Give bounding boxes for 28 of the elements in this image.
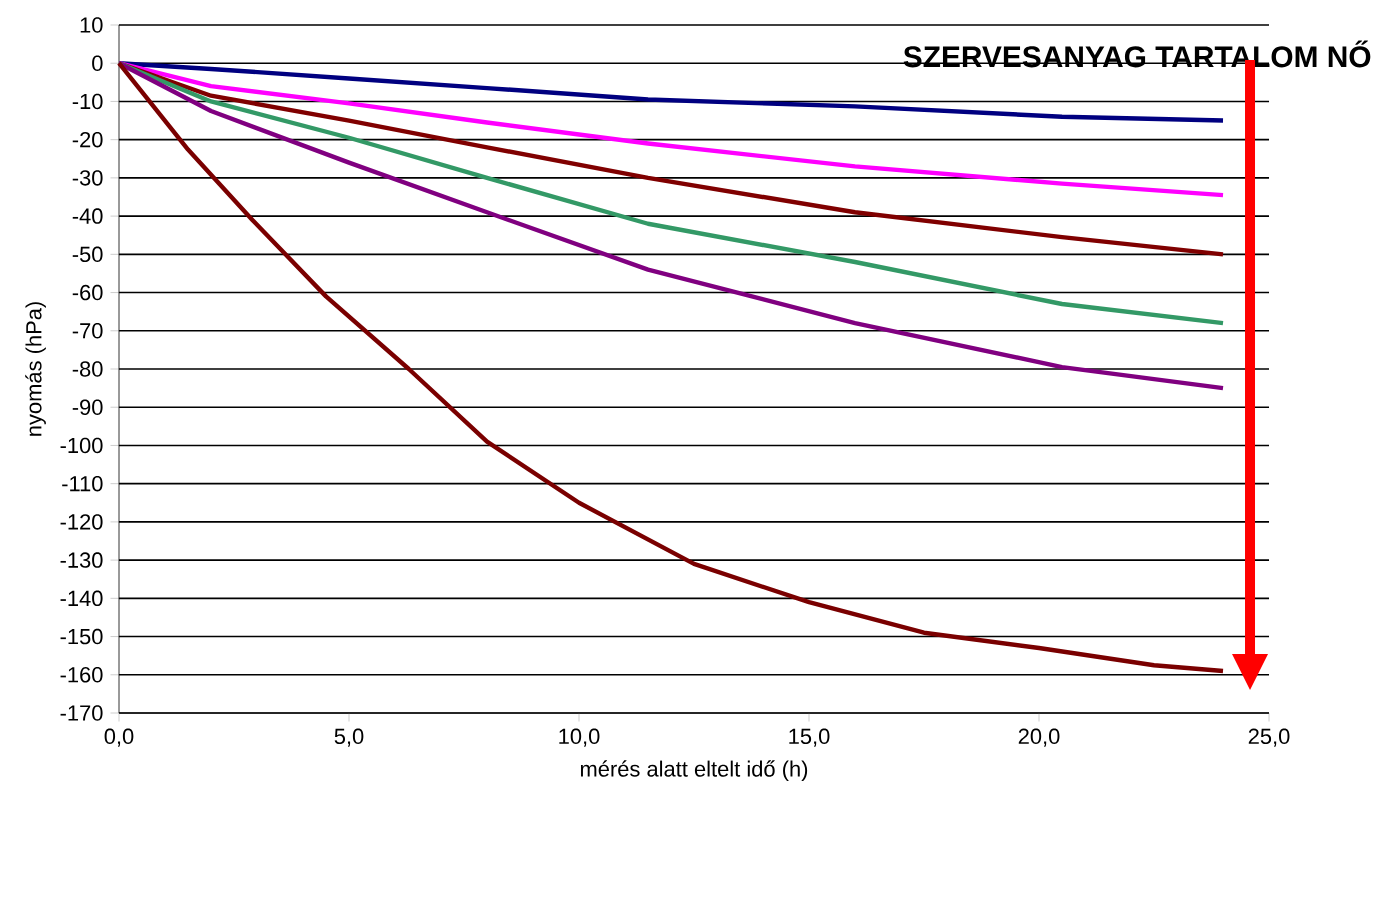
y-tick-label: -110	[62, 475, 103, 492]
x-tick-label: 15,0	[789, 728, 830, 747]
y-tick-label: -130	[60, 552, 103, 568]
y-tick-label: -70	[72, 323, 103, 339]
y-tick-label: -90	[72, 399, 103, 415]
y-tick-label: -160	[60, 667, 103, 683]
y-tick-label: -20	[72, 131, 103, 148]
y-tick-label: -30	[72, 170, 103, 186]
y-tick-label: 10	[80, 17, 103, 33]
x-tick-label: 10,0	[559, 728, 600, 747]
x-tick-label: 5,0	[334, 728, 364, 747]
y-tick-label: -170	[60, 705, 103, 721]
x-tick-label: 25,0	[1248, 728, 1290, 747]
y-axis-title: nyomás (hPa)	[25, 302, 46, 436]
x-tick-label: 20,0	[1018, 728, 1060, 747]
y-tick-label: -80	[72, 361, 103, 377]
y-tick-label: -60	[72, 284, 103, 301]
annotation: SZERVESANYAG TARTALOM NŐ	[903, 40, 1371, 68]
x-axis-title: mérés alatt eltelt idő (h)	[580, 760, 808, 781]
y-tick-label: -40	[72, 208, 103, 224]
y-tick-label: -50	[72, 246, 103, 263]
y-tick-label: -120	[60, 514, 103, 530]
y-tick-label: -140	[60, 590, 103, 607]
x-tick-label: 0,0	[104, 728, 134, 747]
y-tick-label: -100	[60, 437, 103, 454]
y-tick-label: -10	[72, 93, 103, 110]
y-tick-label: -150	[60, 628, 103, 645]
y-tick-label: 0	[92, 55, 103, 71]
